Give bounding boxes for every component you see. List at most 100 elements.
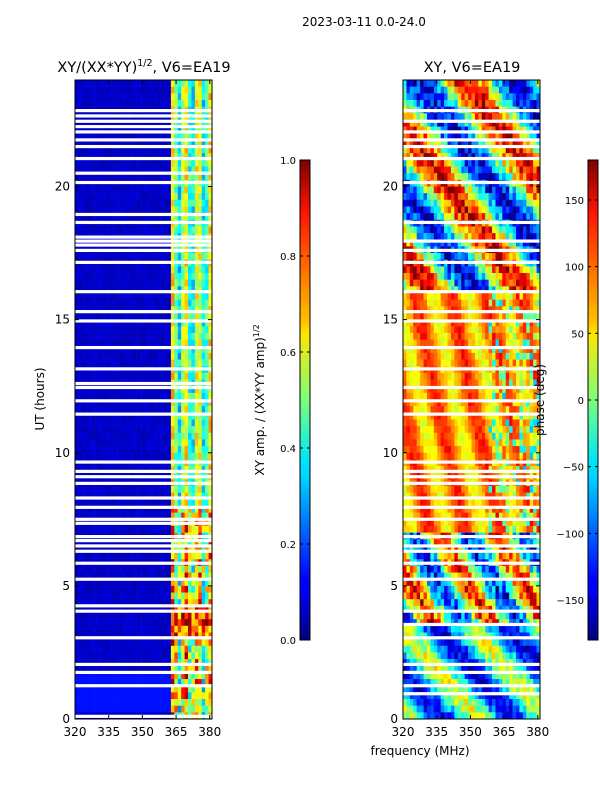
amplitude-cell [140, 492, 144, 500]
amplitude-cell [198, 346, 203, 354]
phase-cell [526, 159, 531, 167]
phase-cell [471, 193, 476, 201]
phase-cell [450, 146, 455, 154]
amplitude-cell [136, 153, 141, 161]
amplitude-cell [150, 332, 155, 340]
amplitude-cell [170, 226, 175, 234]
amplitude-cell [95, 426, 100, 434]
amplitude-cell [109, 386, 113, 394]
amplitude-cell [177, 153, 182, 161]
amplitude-cell [102, 645, 107, 653]
amplitude-cell [191, 492, 196, 500]
amplitude-cell [194, 199, 199, 207]
amplitude-cell [119, 293, 124, 300]
amplitude-cell [164, 672, 168, 680]
amplitude-cell [109, 625, 113, 633]
amplitude-cell [109, 206, 113, 214]
phase-cell [457, 146, 462, 154]
amplitude-cell [116, 386, 120, 394]
amplitude-cell [92, 699, 96, 706]
phase-cell [474, 146, 479, 154]
phase-cell [413, 126, 417, 134]
phase-cell [444, 226, 448, 234]
phase-cell [488, 233, 493, 241]
amplitude-cell [184, 486, 189, 493]
data-gap [75, 399, 212, 403]
amplitude-cell [119, 539, 124, 547]
amplitude-cell [170, 499, 175, 507]
amplitude-cell [116, 306, 120, 314]
amplitude-cell [95, 166, 100, 174]
phase-cell [495, 153, 500, 161]
amplitude-cell [191, 685, 196, 693]
amplitude-cell [140, 426, 144, 434]
amplitude-cell [146, 359, 151, 367]
amplitude-cell [136, 86, 141, 94]
amplitude-cell [208, 352, 213, 360]
amplitude-cell [164, 346, 168, 354]
amplitude-cell [164, 632, 168, 640]
amplitude-cell [170, 545, 175, 553]
amplitude-cell [150, 419, 155, 427]
phase-cell [409, 126, 414, 134]
phase-cell [495, 166, 500, 174]
amplitude-cell [92, 452, 96, 460]
amplitude-cell [184, 86, 189, 94]
amplitude-cell [119, 466, 124, 474]
amplitude-cell [167, 392, 172, 400]
phase-cell [413, 166, 417, 174]
amplitude-cell [153, 286, 158, 294]
amplitude-cell [177, 279, 182, 287]
amplitude-cell [143, 499, 148, 507]
amplitude-cell [126, 599, 131, 607]
amplitude-cell [170, 299, 175, 307]
phase-cell [488, 226, 493, 234]
amplitude-cell [81, 86, 86, 94]
amplitude-cell [140, 146, 144, 154]
amplitude-cell [194, 332, 199, 340]
amplitude-cell [167, 159, 172, 167]
phase-cell [533, 159, 537, 167]
amplitude-cell [119, 326, 124, 334]
amplitude-cell [122, 605, 127, 613]
amplitude-cell [92, 286, 96, 294]
amplitude-cell [181, 506, 185, 513]
amplitude-cell [153, 199, 158, 207]
amplitude-cell [143, 679, 148, 687]
phase-cell [536, 233, 541, 241]
amplitude-cell [112, 299, 117, 307]
amplitude-cell [157, 432, 161, 440]
phase-cell [529, 146, 534, 154]
data-gap [75, 138, 212, 142]
amplitude-cell [191, 565, 196, 573]
phase-cell [478, 86, 483, 94]
amplitude-cell [170, 599, 175, 607]
amplitude-cell [140, 239, 144, 247]
amplitude-cell [116, 426, 120, 434]
phase-cell [437, 153, 441, 161]
phase-cell [481, 206, 486, 214]
amplitude-cell [150, 293, 155, 300]
amplitude-cell [112, 539, 117, 547]
amplitude-cell [164, 652, 168, 660]
amplitude-cell [174, 426, 179, 434]
amplitude-cell [188, 466, 192, 474]
amplitude-cell [136, 645, 141, 653]
phase-cell [413, 159, 417, 167]
phase-cell [468, 93, 472, 101]
amplitude-cell [109, 612, 113, 620]
amplitude-cell [140, 139, 144, 147]
amplitude-cell [174, 619, 179, 627]
phase-cell [440, 113, 445, 121]
amplitude-cell [205, 146, 209, 154]
amplitude-cell [150, 399, 155, 407]
amplitude-cell [109, 126, 113, 134]
amplitude-cell [146, 199, 151, 207]
amplitude-cell [160, 426, 165, 434]
amplitude-cell [140, 199, 144, 207]
amplitude-cell [198, 133, 203, 141]
amplitude-cell [174, 699, 179, 706]
phase-cell [481, 126, 486, 134]
amplitude-cell [85, 266, 89, 274]
amplitude-cell [85, 239, 89, 247]
